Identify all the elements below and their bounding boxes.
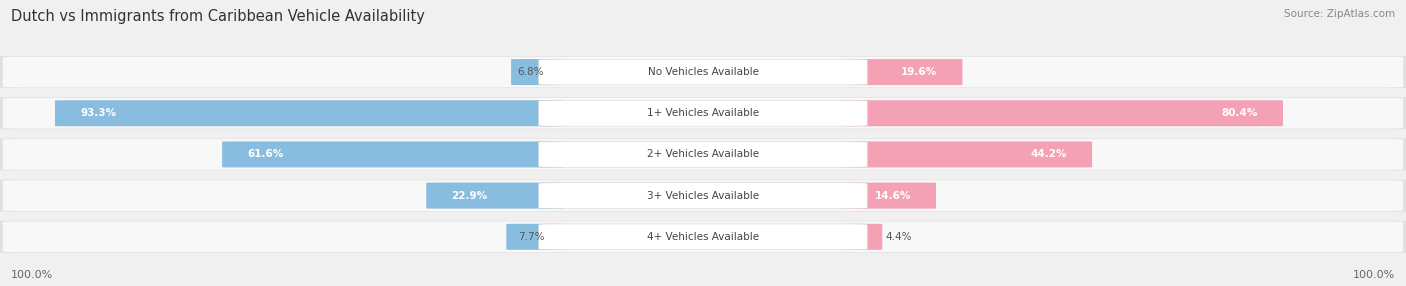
FancyBboxPatch shape (3, 57, 1403, 88)
Text: 93.3%: 93.3% (80, 108, 117, 118)
Text: 1+ Vehicles Available: 1+ Vehicles Available (647, 108, 759, 118)
FancyBboxPatch shape (538, 183, 868, 208)
FancyBboxPatch shape (538, 224, 868, 250)
Text: Dutch vs Immigrants from Caribbean Vehicle Availability: Dutch vs Immigrants from Caribbean Vehic… (11, 9, 425, 23)
FancyBboxPatch shape (842, 100, 1282, 126)
FancyBboxPatch shape (0, 97, 1406, 129)
Text: 80.4%: 80.4% (1222, 108, 1257, 118)
Text: 61.6%: 61.6% (247, 150, 284, 159)
Text: 6.8%: 6.8% (517, 67, 544, 77)
Text: 7.7%: 7.7% (517, 232, 544, 242)
Text: 4+ Vehicles Available: 4+ Vehicles Available (647, 232, 759, 242)
FancyBboxPatch shape (0, 138, 1406, 170)
FancyBboxPatch shape (506, 224, 564, 250)
Text: 14.6%: 14.6% (875, 191, 911, 200)
FancyBboxPatch shape (3, 139, 1403, 170)
Text: 22.9%: 22.9% (451, 191, 488, 200)
Text: 4.4%: 4.4% (886, 232, 911, 242)
FancyBboxPatch shape (842, 141, 1092, 168)
Text: 2+ Vehicles Available: 2+ Vehicles Available (647, 150, 759, 159)
Text: No Vehicles Available: No Vehicles Available (648, 67, 758, 77)
FancyBboxPatch shape (0, 221, 1406, 253)
FancyBboxPatch shape (3, 180, 1403, 211)
FancyBboxPatch shape (222, 141, 564, 168)
Text: 100.0%: 100.0% (11, 270, 53, 280)
FancyBboxPatch shape (512, 59, 564, 85)
Text: 19.6%: 19.6% (901, 67, 936, 77)
FancyBboxPatch shape (842, 224, 883, 250)
FancyBboxPatch shape (55, 100, 564, 126)
FancyBboxPatch shape (538, 59, 868, 85)
FancyBboxPatch shape (538, 100, 868, 126)
FancyBboxPatch shape (0, 180, 1406, 212)
FancyBboxPatch shape (842, 59, 963, 85)
FancyBboxPatch shape (538, 142, 868, 167)
FancyBboxPatch shape (426, 182, 564, 209)
FancyBboxPatch shape (3, 98, 1403, 129)
FancyBboxPatch shape (0, 56, 1406, 88)
FancyBboxPatch shape (3, 221, 1403, 252)
Text: 44.2%: 44.2% (1031, 150, 1067, 159)
Text: 3+ Vehicles Available: 3+ Vehicles Available (647, 191, 759, 200)
FancyBboxPatch shape (842, 182, 936, 209)
Text: 100.0%: 100.0% (1353, 270, 1395, 280)
Text: Source: ZipAtlas.com: Source: ZipAtlas.com (1284, 9, 1395, 19)
